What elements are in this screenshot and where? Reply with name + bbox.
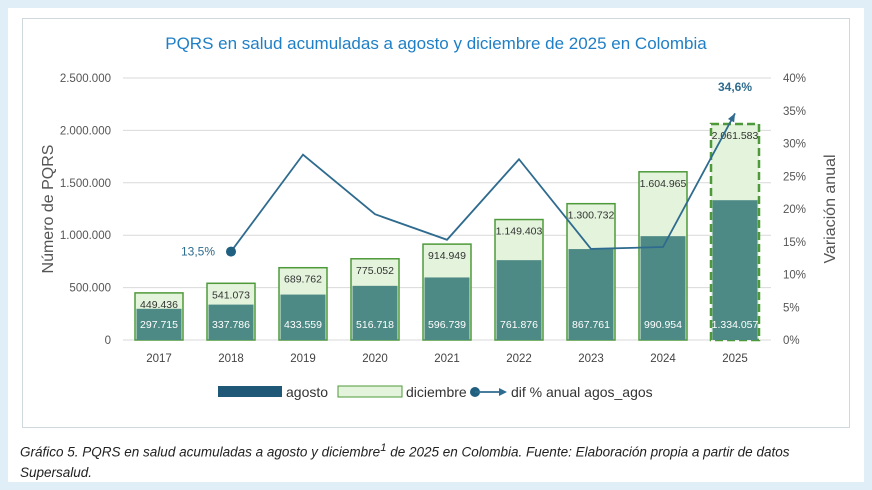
legend-swatch-agosto [218, 386, 282, 397]
bar-agosto [640, 236, 686, 340]
bar-agosto [568, 249, 614, 340]
legend-label-diciembre: diciembre [406, 384, 467, 400]
bar-agosto [352, 285, 398, 340]
x-tick-label: 2023 [578, 353, 604, 365]
x-tick-label: 2025 [722, 353, 748, 365]
data-label-agosto: 867.761 [572, 319, 610, 331]
data-label-diciembre: 1.604.965 [640, 178, 687, 190]
data-label-agosto: 337.786 [212, 319, 250, 331]
data-label-agosto: 761.876 [500, 319, 538, 331]
bar-agosto [712, 200, 758, 340]
data-label-agosto: 516.718 [356, 319, 394, 331]
caption-text: Gráfico 5. PQRS en salud acumuladas a ag… [20, 444, 381, 460]
data-label-diciembre: 1.149.403 [496, 226, 543, 238]
data-label-agosto: 1.334.057 [712, 319, 759, 331]
data-label-diciembre: 914.949 [428, 250, 466, 262]
x-tick-label: 2024 [650, 353, 676, 365]
y2-axis-label: Variación anual [822, 154, 839, 263]
data-label-diciembre: 541.073 [212, 289, 250, 301]
line-start-marker [226, 246, 236, 257]
chart: PQRS en salud acumuladas a agosto y dici… [40, 34, 839, 400]
y-tick-label: 1.500.000 [60, 178, 111, 190]
chart-title: PQRS en salud acumuladas a agosto y dici… [165, 34, 707, 53]
line-arrow-head [727, 113, 735, 123]
y2-tick-label: 30% [783, 139, 806, 151]
legend-label-line: dif % anual agos_agos [511, 384, 653, 400]
x-tick-label: 2021 [434, 353, 460, 365]
x-tick-label: 2017 [146, 353, 172, 365]
y2-tick-label: 15% [783, 237, 806, 249]
y2-tick-label: 10% [783, 270, 806, 282]
bar-agosto [280, 294, 326, 340]
data-label-diciembre: 449.436 [140, 299, 178, 311]
y2-tick-label: 0% [783, 335, 800, 347]
bar-agosto [424, 277, 470, 340]
y-axis-label: Número de PQRS [40, 145, 57, 274]
y-tick-label: 1.000.000 [60, 230, 111, 242]
x-tick-label: 2022 [506, 353, 532, 365]
annotation-first: 13,5% [181, 245, 215, 259]
y-tick-label: 500.000 [69, 283, 111, 295]
data-label-agosto: 433.559 [284, 319, 322, 331]
annotation-last: 34,6% [718, 80, 752, 94]
data-label-diciembre: 775.052 [356, 265, 394, 277]
y-tick-label: 2.000.000 [60, 125, 111, 137]
data-label-agosto: 297.715 [140, 319, 178, 331]
chart-container: PQRS en salud acumuladas a agosto y dici… [22, 18, 850, 428]
y2-tick-label: 5% [783, 302, 800, 314]
y2-tick-label: 20% [783, 204, 806, 216]
y2-tick-label: 35% [783, 106, 806, 118]
data-label-diciembre: 689.762 [284, 274, 322, 286]
y2-tick-label: 40% [783, 73, 806, 85]
data-label-diciembre: 1.300.732 [568, 210, 615, 222]
bar-agosto [208, 304, 254, 340]
x-tick-label: 2018 [218, 353, 244, 365]
x-tick-label: 2019 [290, 353, 316, 365]
data-label-agosto: 990.954 [644, 319, 682, 331]
line-dif-anual [230, 112, 736, 253]
y-tick-label: 2.500.000 [60, 73, 111, 85]
legend-label-agosto: agosto [286, 384, 328, 400]
data-label-diciembre: 2.061.583 [712, 130, 759, 142]
bar-agosto [496, 260, 542, 340]
legend-swatch-diciembre [337, 385, 403, 398]
data-label-agosto: 596.739 [428, 319, 466, 331]
x-tick-label: 2020 [362, 353, 388, 365]
caption-footnote: 1 [380, 442, 387, 454]
y2-tick-label: 25% [783, 171, 806, 183]
y-tick-label: 0 [105, 335, 111, 347]
figure-caption: Gráfico 5. PQRS en salud acumuladas a ag… [20, 438, 850, 483]
figure: PQRS en salud acumuladas a agosto y dici… [8, 8, 864, 482]
legend-arrow-icon [499, 388, 507, 396]
bar-agosto [136, 308, 182, 340]
caption-source: de 2025 en Colombia. Fuente: Elaboración… [20, 444, 790, 480]
